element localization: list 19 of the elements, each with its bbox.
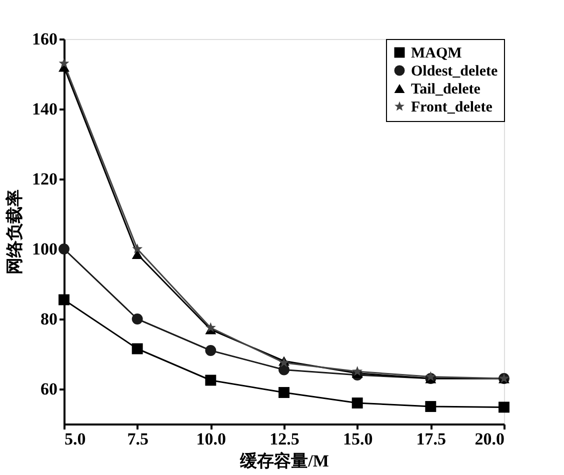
y-tick-label: 100 <box>32 240 58 258</box>
legend-label: Tail_delete <box>411 82 481 98</box>
legend-label: Oldest_delete <box>411 64 498 80</box>
legend-label: MAQM <box>411 46 462 62</box>
y-tick-label: 120 <box>32 170 58 188</box>
x-tick-label: 17.5 <box>416 430 446 448</box>
x-axis-title: 缓存容量/M <box>239 452 329 470</box>
x-tick-label: 12.5 <box>270 430 300 448</box>
x-tick-label: 20.0 <box>474 430 504 448</box>
y-axis-title: 网络负载率 <box>5 190 24 274</box>
legend-label: Front_delete <box>411 100 493 116</box>
y-tick-label: 140 <box>32 100 58 118</box>
x-tick-label: 5.0 <box>64 430 86 448</box>
y-tick-label: 160 <box>32 30 58 48</box>
y-tick-label: 80 <box>40 310 58 328</box>
x-tick-label: 10.0 <box>196 430 226 448</box>
y-tick-label: 60 <box>40 380 58 398</box>
x-tick-label: 15.0 <box>342 430 373 448</box>
x-tick-label: 7.5 <box>127 430 148 448</box>
